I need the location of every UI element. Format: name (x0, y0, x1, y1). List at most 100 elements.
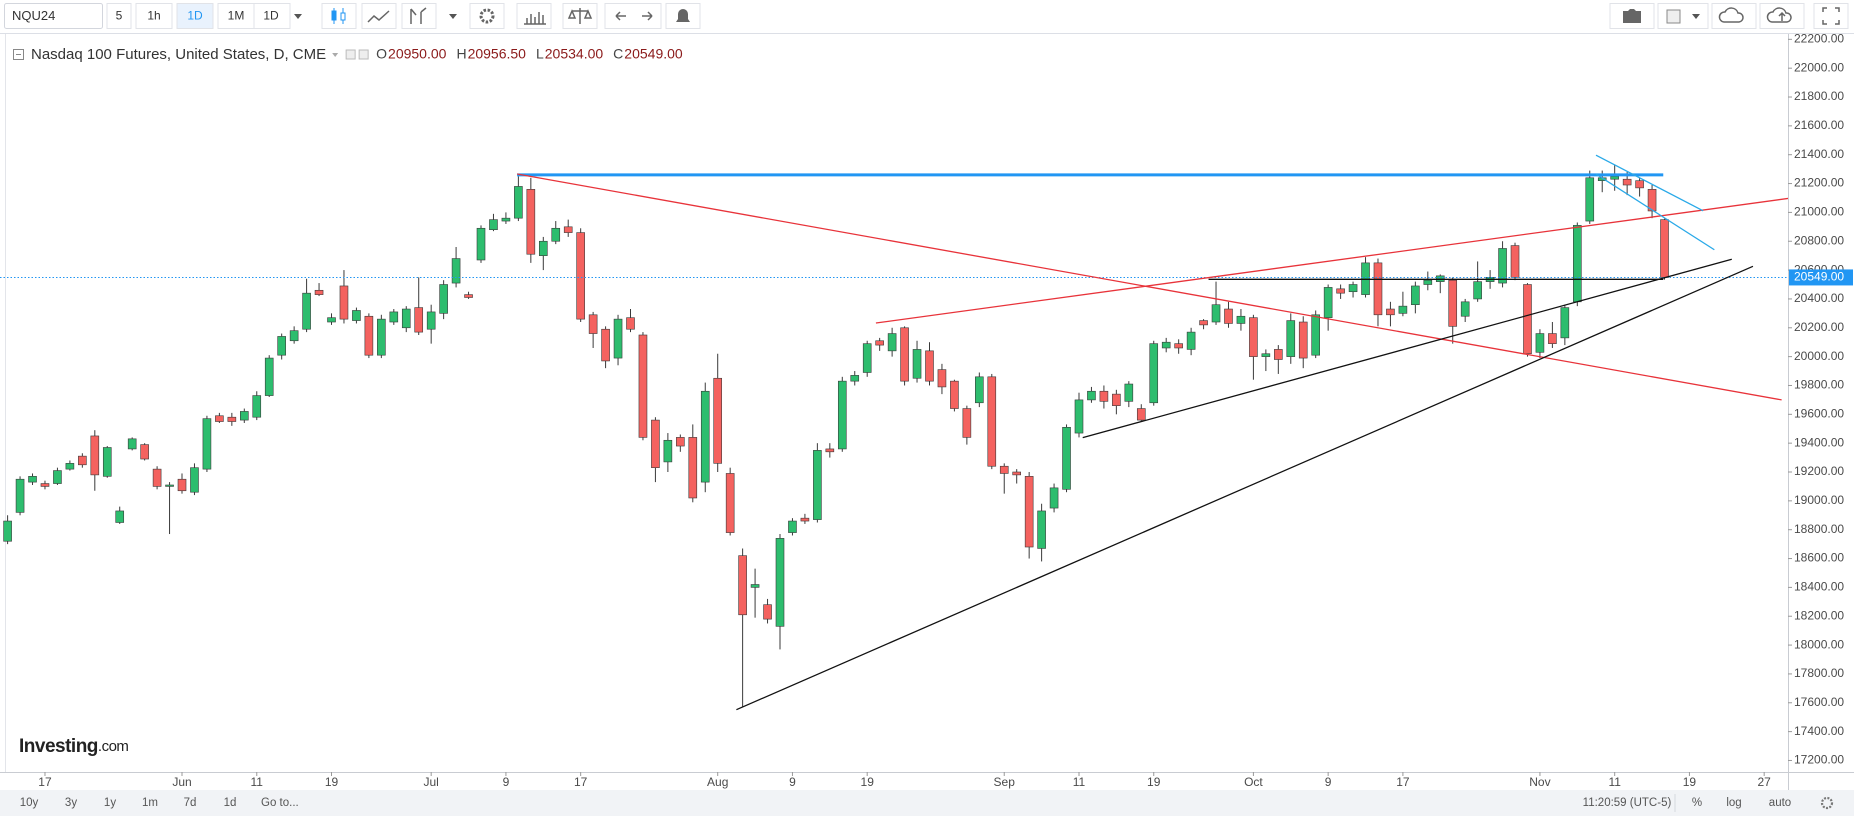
undo-icon[interactable] (615, 11, 626, 21)
candle-body (1510, 245, 1520, 278)
dropdown-caret[interactable] (449, 14, 457, 19)
visibility-icon (345, 49, 356, 60)
range-button[interactable]: 1d (224, 797, 237, 809)
percent-toggle[interactable]: % (1692, 797, 1702, 809)
candle-body (638, 334, 648, 438)
candles-button[interactable] (321, 3, 357, 29)
candle-body (1074, 399, 1084, 434)
candle-body (227, 416, 237, 422)
candle-body (750, 584, 760, 588)
load-button[interactable] (1711, 3, 1757, 29)
interval-button[interactable] (253, 3, 291, 29)
x-tick-label: 19 (1147, 775, 1161, 789)
candle-body (1024, 476, 1034, 548)
toolbar: NQU24 5 1h 1D 1M 1D (0, 0, 1854, 34)
candle-body (987, 376, 997, 467)
logo-suffix: .com (98, 738, 129, 755)
trendline (1595, 154, 1704, 212)
symbol-box[interactable] (4, 3, 103, 29)
candle-body (1261, 353, 1271, 357)
undo-redo[interactable] (604, 3, 662, 29)
candle-body (1236, 315, 1246, 324)
interval-button[interactable] (135, 3, 173, 29)
range-button[interactable]: 10y (20, 797, 39, 809)
candle-body (314, 289, 324, 295)
candle-body (1112, 393, 1121, 406)
interval[interactable]: 1D (263, 9, 279, 23)
y-tick-label: 17200.00 (1794, 753, 1844, 767)
y-tick-label: 18400.00 (1794, 580, 1844, 594)
candle-body (563, 226, 573, 233)
interval-button[interactable] (106, 3, 132, 29)
y-tick-label: 21200.00 (1794, 176, 1844, 190)
y-tick-label: 17400.00 (1794, 724, 1844, 738)
candle-body (1336, 288, 1345, 294)
dropdown-caret[interactable] (1692, 14, 1700, 19)
interval[interactable]: 1D (187, 9, 203, 23)
candle-body (414, 307, 424, 333)
range-button[interactable]: 3y (65, 797, 77, 809)
candle-body (1211, 304, 1221, 323)
indicator-button[interactable] (401, 3, 437, 29)
line-icon (367, 10, 390, 23)
trendline (736, 265, 1754, 711)
y-tick-label: 21400.00 (1794, 147, 1844, 161)
plot-area (0, 154, 1788, 711)
candle-body (1323, 287, 1333, 318)
candle-body (451, 258, 461, 284)
candle-body (501, 217, 511, 222)
candle-body (887, 333, 897, 352)
trendline (1082, 258, 1732, 439)
range-button[interactable]: 1m (142, 797, 158, 809)
x-tick-label: Jun (172, 775, 191, 789)
settings-icon[interactable] (1820, 796, 1834, 810)
layout-button[interactable] (1657, 3, 1709, 29)
camera-icon (1623, 9, 1641, 23)
y-tick-label: 19400.00 (1794, 435, 1844, 449)
candle-body (1012, 471, 1021, 476)
fullscreen-button[interactable] (1813, 3, 1849, 29)
candle-body (825, 448, 835, 453)
x-tick-label: Oct (1244, 775, 1263, 789)
goto-button[interactable]: Go to... (261, 797, 299, 809)
candle-body (514, 186, 523, 219)
legend-key: C (613, 46, 623, 62)
log-toggle[interactable]: log (1726, 797, 1741, 809)
auto-toggle[interactable]: auto (1769, 797, 1791, 809)
candle-body (1311, 314, 1320, 356)
settings-button[interactable] (469, 3, 505, 29)
candle-body (738, 555, 747, 616)
trendline (517, 173, 1782, 401)
candle-body (1660, 219, 1669, 278)
line-button[interactable] (361, 3, 397, 29)
x-tick-label: 11 (1073, 775, 1086, 789)
candle-body (377, 318, 386, 356)
range-button[interactable]: 7d (184, 797, 197, 809)
candle-body (1249, 317, 1258, 357)
x-tick-label: 9 (789, 775, 796, 789)
candle-body (401, 308, 411, 329)
x-tick-label: Jul (424, 775, 439, 789)
interval[interactable]: 1M (228, 9, 245, 23)
candle-body (1411, 285, 1420, 306)
candle-body (1199, 320, 1208, 326)
interval[interactable]: 5 (116, 9, 123, 23)
x-tick-label: Nov (1529, 775, 1550, 789)
range-button[interactable]: 1y (104, 797, 116, 809)
x-tick-label: 9 (1325, 775, 1332, 789)
candle-body (526, 189, 536, 255)
candle-body (713, 377, 723, 464)
y-tick-label: 17600.00 (1794, 695, 1844, 709)
candle-body (439, 284, 448, 314)
candle-body (601, 328, 610, 362)
candle-body (538, 240, 548, 256)
candle-body (1136, 408, 1146, 421)
symbol[interactable]: NQU24 (12, 8, 55, 23)
layout-icon (1666, 9, 1681, 24)
redo-icon[interactable] (642, 11, 653, 21)
dropdown-caret[interactable] (294, 14, 302, 19)
interval-button[interactable] (217, 3, 255, 29)
interval-button-active[interactable] (176, 3, 214, 29)
candle-body (90, 435, 100, 476)
interval[interactable]: 1h (147, 9, 160, 23)
